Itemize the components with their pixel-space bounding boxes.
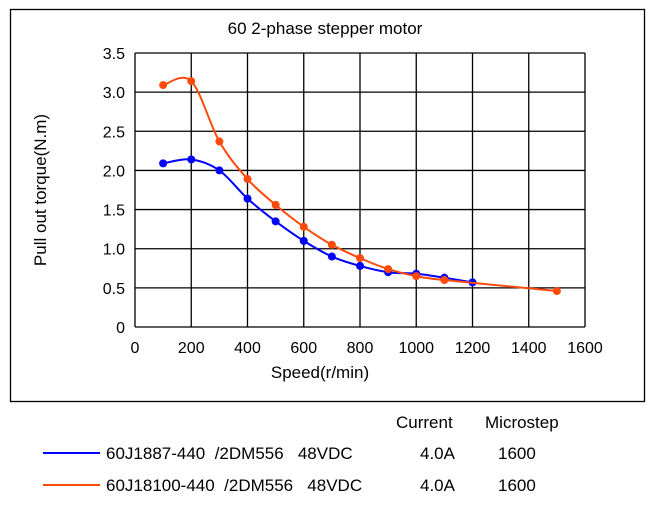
x-tick-label: 1600 <box>567 340 603 357</box>
y-tick-label: 1.5 <box>103 203 125 220</box>
x-tick-label: 200 <box>178 340 205 357</box>
data-point <box>440 276 449 285</box>
legend-header-current: Current <box>396 413 453 432</box>
legend-series-name: 60J18100-440 /2DM556 48VDC <box>106 476 362 495</box>
legend-microstep: 1600 <box>498 476 536 495</box>
data-point <box>299 222 308 231</box>
x-tick-labels: 0 200 400 600 800 1000 1200 1400 1600 <box>131 340 603 357</box>
x-axis-label: Speed(r/min) <box>271 363 369 382</box>
y-tick-label: 0 <box>116 320 125 337</box>
data-point <box>327 240 336 249</box>
y-tick-label: 2.5 <box>103 124 125 141</box>
grid <box>134 52 586 328</box>
data-point <box>356 261 364 270</box>
legend-microstep: 1600 <box>498 444 536 463</box>
data-point <box>243 175 252 184</box>
x-tick-label: 1400 <box>511 340 547 357</box>
chart-title: 60 2-phase stepper motor <box>228 19 423 38</box>
data-point <box>327 252 336 261</box>
y-axis-label: Pull out torque(N.m) <box>31 114 50 266</box>
series-group <box>159 76 561 295</box>
data-point <box>271 200 280 209</box>
y-tick-label: 3.0 <box>103 85 125 102</box>
data-point <box>159 159 168 168</box>
series-line-1 <box>162 158 473 284</box>
x-tick-label: 800 <box>347 340 374 357</box>
chart-frame <box>9 8 646 403</box>
data-point <box>243 194 252 203</box>
data-point <box>271 217 280 226</box>
x-tick-label: 400 <box>234 340 261 357</box>
x-tick-label: 1000 <box>398 340 434 357</box>
y-tick-label: 1.0 <box>103 242 125 259</box>
data-point <box>215 166 224 175</box>
data-point <box>187 155 196 164</box>
legend-current: 4.0A <box>420 476 456 495</box>
y-tick-label: 0.5 <box>103 281 125 298</box>
legend: 60J1887-440 /2DM556 48VDC 4.0A 1600 60J1810… <box>43 444 536 495</box>
legend-header-microstep: Microstep <box>485 413 559 432</box>
data-point <box>552 286 561 295</box>
legend-series-name: 60J1887-440 /2DM556 48VDC <box>106 444 353 463</box>
data-point <box>159 81 168 90</box>
x-tick-label: 1200 <box>455 340 491 357</box>
y-tick-label: 2.0 <box>103 163 125 180</box>
data-point <box>412 272 421 281</box>
x-tick-label: 600 <box>290 340 317 357</box>
data-point <box>356 254 364 263</box>
legend-current: 4.0A <box>420 444 456 463</box>
data-point <box>187 77 196 86</box>
data-point <box>384 265 393 274</box>
y-tick-label: 3.5 <box>103 46 125 63</box>
data-point <box>299 236 308 245</box>
y-tick-labels: 0 0.5 1.0 1.5 2.0 2.5 3.0 3.5 <box>103 46 125 337</box>
x-tick-label: 0 <box>131 340 140 357</box>
data-point <box>215 137 224 146</box>
series-line-2 <box>162 76 557 292</box>
